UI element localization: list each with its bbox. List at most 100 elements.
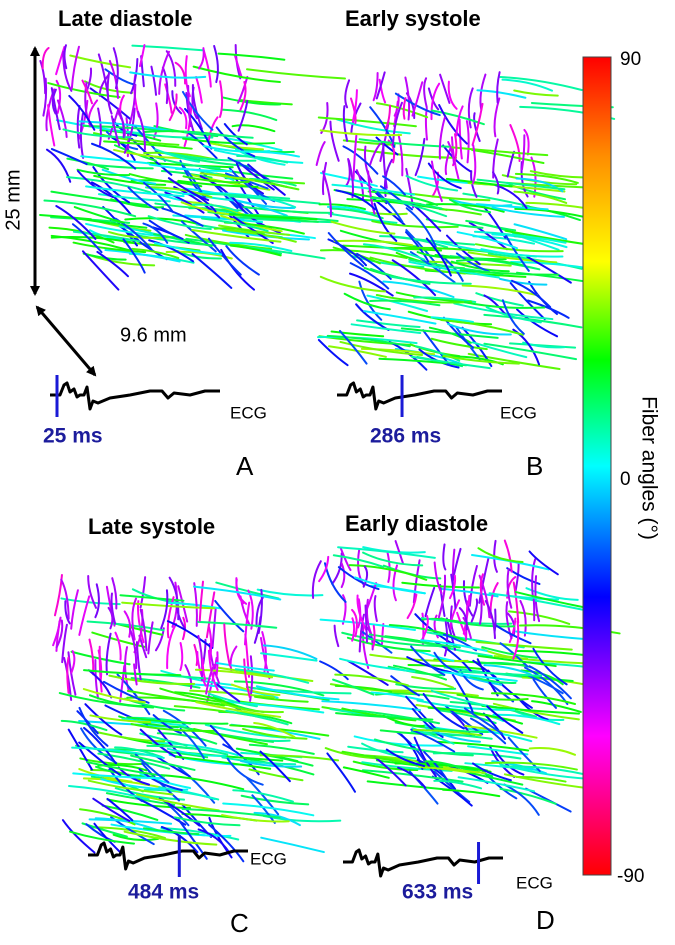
fiber <box>513 223 568 241</box>
fiber <box>476 178 566 191</box>
fiber <box>447 80 458 110</box>
fiber <box>513 190 568 204</box>
fiber <box>430 689 489 707</box>
fiber <box>402 97 407 120</box>
fiber <box>60 719 108 732</box>
fiber <box>189 190 217 213</box>
fiber <box>352 760 419 771</box>
fiber <box>50 190 148 207</box>
fiber <box>39 213 92 221</box>
fiber <box>531 558 537 598</box>
fiber <box>371 220 459 229</box>
fiber <box>412 559 421 604</box>
fiber <box>217 666 314 682</box>
fiber <box>458 118 463 160</box>
fiber <box>481 646 538 659</box>
fiber <box>247 194 297 209</box>
fiber <box>82 688 146 704</box>
fiber <box>239 80 247 111</box>
fiber <box>473 112 481 142</box>
fiber <box>124 646 130 693</box>
fiber <box>423 750 449 782</box>
fiber <box>512 328 541 366</box>
fiber <box>321 161 328 196</box>
fiber <box>60 578 70 620</box>
fiber <box>463 301 546 309</box>
fiber <box>337 546 436 559</box>
fiber <box>318 203 367 211</box>
fiber <box>250 686 352 695</box>
fiber <box>391 101 403 146</box>
fiber <box>225 245 260 276</box>
fiber <box>522 341 566 349</box>
fiber <box>97 752 171 770</box>
fiber <box>78 706 109 747</box>
fiber <box>133 663 138 686</box>
fiber <box>167 601 221 610</box>
fiber <box>45 148 72 183</box>
fiber <box>152 714 182 734</box>
fiber <box>328 345 387 358</box>
fiber <box>351 617 356 642</box>
fiber <box>198 580 204 622</box>
fiber <box>112 47 119 90</box>
fiber <box>189 683 279 699</box>
fiber <box>411 707 444 739</box>
fiber <box>227 156 270 181</box>
fiber <box>215 662 275 672</box>
fiber <box>191 229 282 243</box>
fiber <box>93 822 122 854</box>
fiber <box>76 105 81 149</box>
fiber <box>70 45 80 90</box>
fiber <box>471 102 484 146</box>
fiber <box>50 87 61 131</box>
fiber <box>154 148 201 163</box>
fiber <box>506 567 541 585</box>
fiber <box>455 105 464 137</box>
fiber <box>483 342 577 361</box>
fiber <box>153 233 213 248</box>
fiber <box>504 229 590 246</box>
fiber <box>411 192 491 202</box>
fiber <box>119 594 185 602</box>
fiber <box>456 611 467 638</box>
fiber <box>433 561 443 595</box>
fiber <box>192 65 281 83</box>
fiber <box>56 99 68 138</box>
fiber <box>375 71 386 100</box>
fiber <box>348 564 428 581</box>
fiber <box>70 589 79 630</box>
fiber <box>92 166 131 204</box>
fiber <box>341 750 410 765</box>
fiber <box>338 329 368 365</box>
fiber <box>84 703 123 736</box>
fiber <box>196 192 291 200</box>
fiber <box>422 692 465 730</box>
fiber <box>166 622 178 670</box>
fiber <box>333 624 340 648</box>
fiber <box>131 44 204 52</box>
fiber <box>214 599 245 633</box>
fiber <box>506 612 516 636</box>
fiber <box>464 724 538 739</box>
colorbar-tick-label: 90 <box>620 49 641 70</box>
fiber <box>107 606 114 630</box>
fiber <box>328 212 398 224</box>
fiber <box>197 828 231 854</box>
fiber <box>508 617 517 643</box>
fiber <box>175 755 272 770</box>
fiber <box>351 709 441 725</box>
fiber <box>423 77 428 109</box>
fiber <box>344 79 351 109</box>
scale-label: 25 mm <box>2 169 24 230</box>
fiber-tracts <box>39 44 621 863</box>
fiber <box>208 142 265 151</box>
colorbar-tick-label: -90 <box>617 866 644 887</box>
fiber <box>110 198 165 209</box>
fiber <box>236 154 289 164</box>
fiber <box>513 89 559 97</box>
fiber <box>61 623 68 664</box>
fiber <box>349 272 394 297</box>
fiber <box>174 61 187 85</box>
fiber <box>356 319 421 328</box>
